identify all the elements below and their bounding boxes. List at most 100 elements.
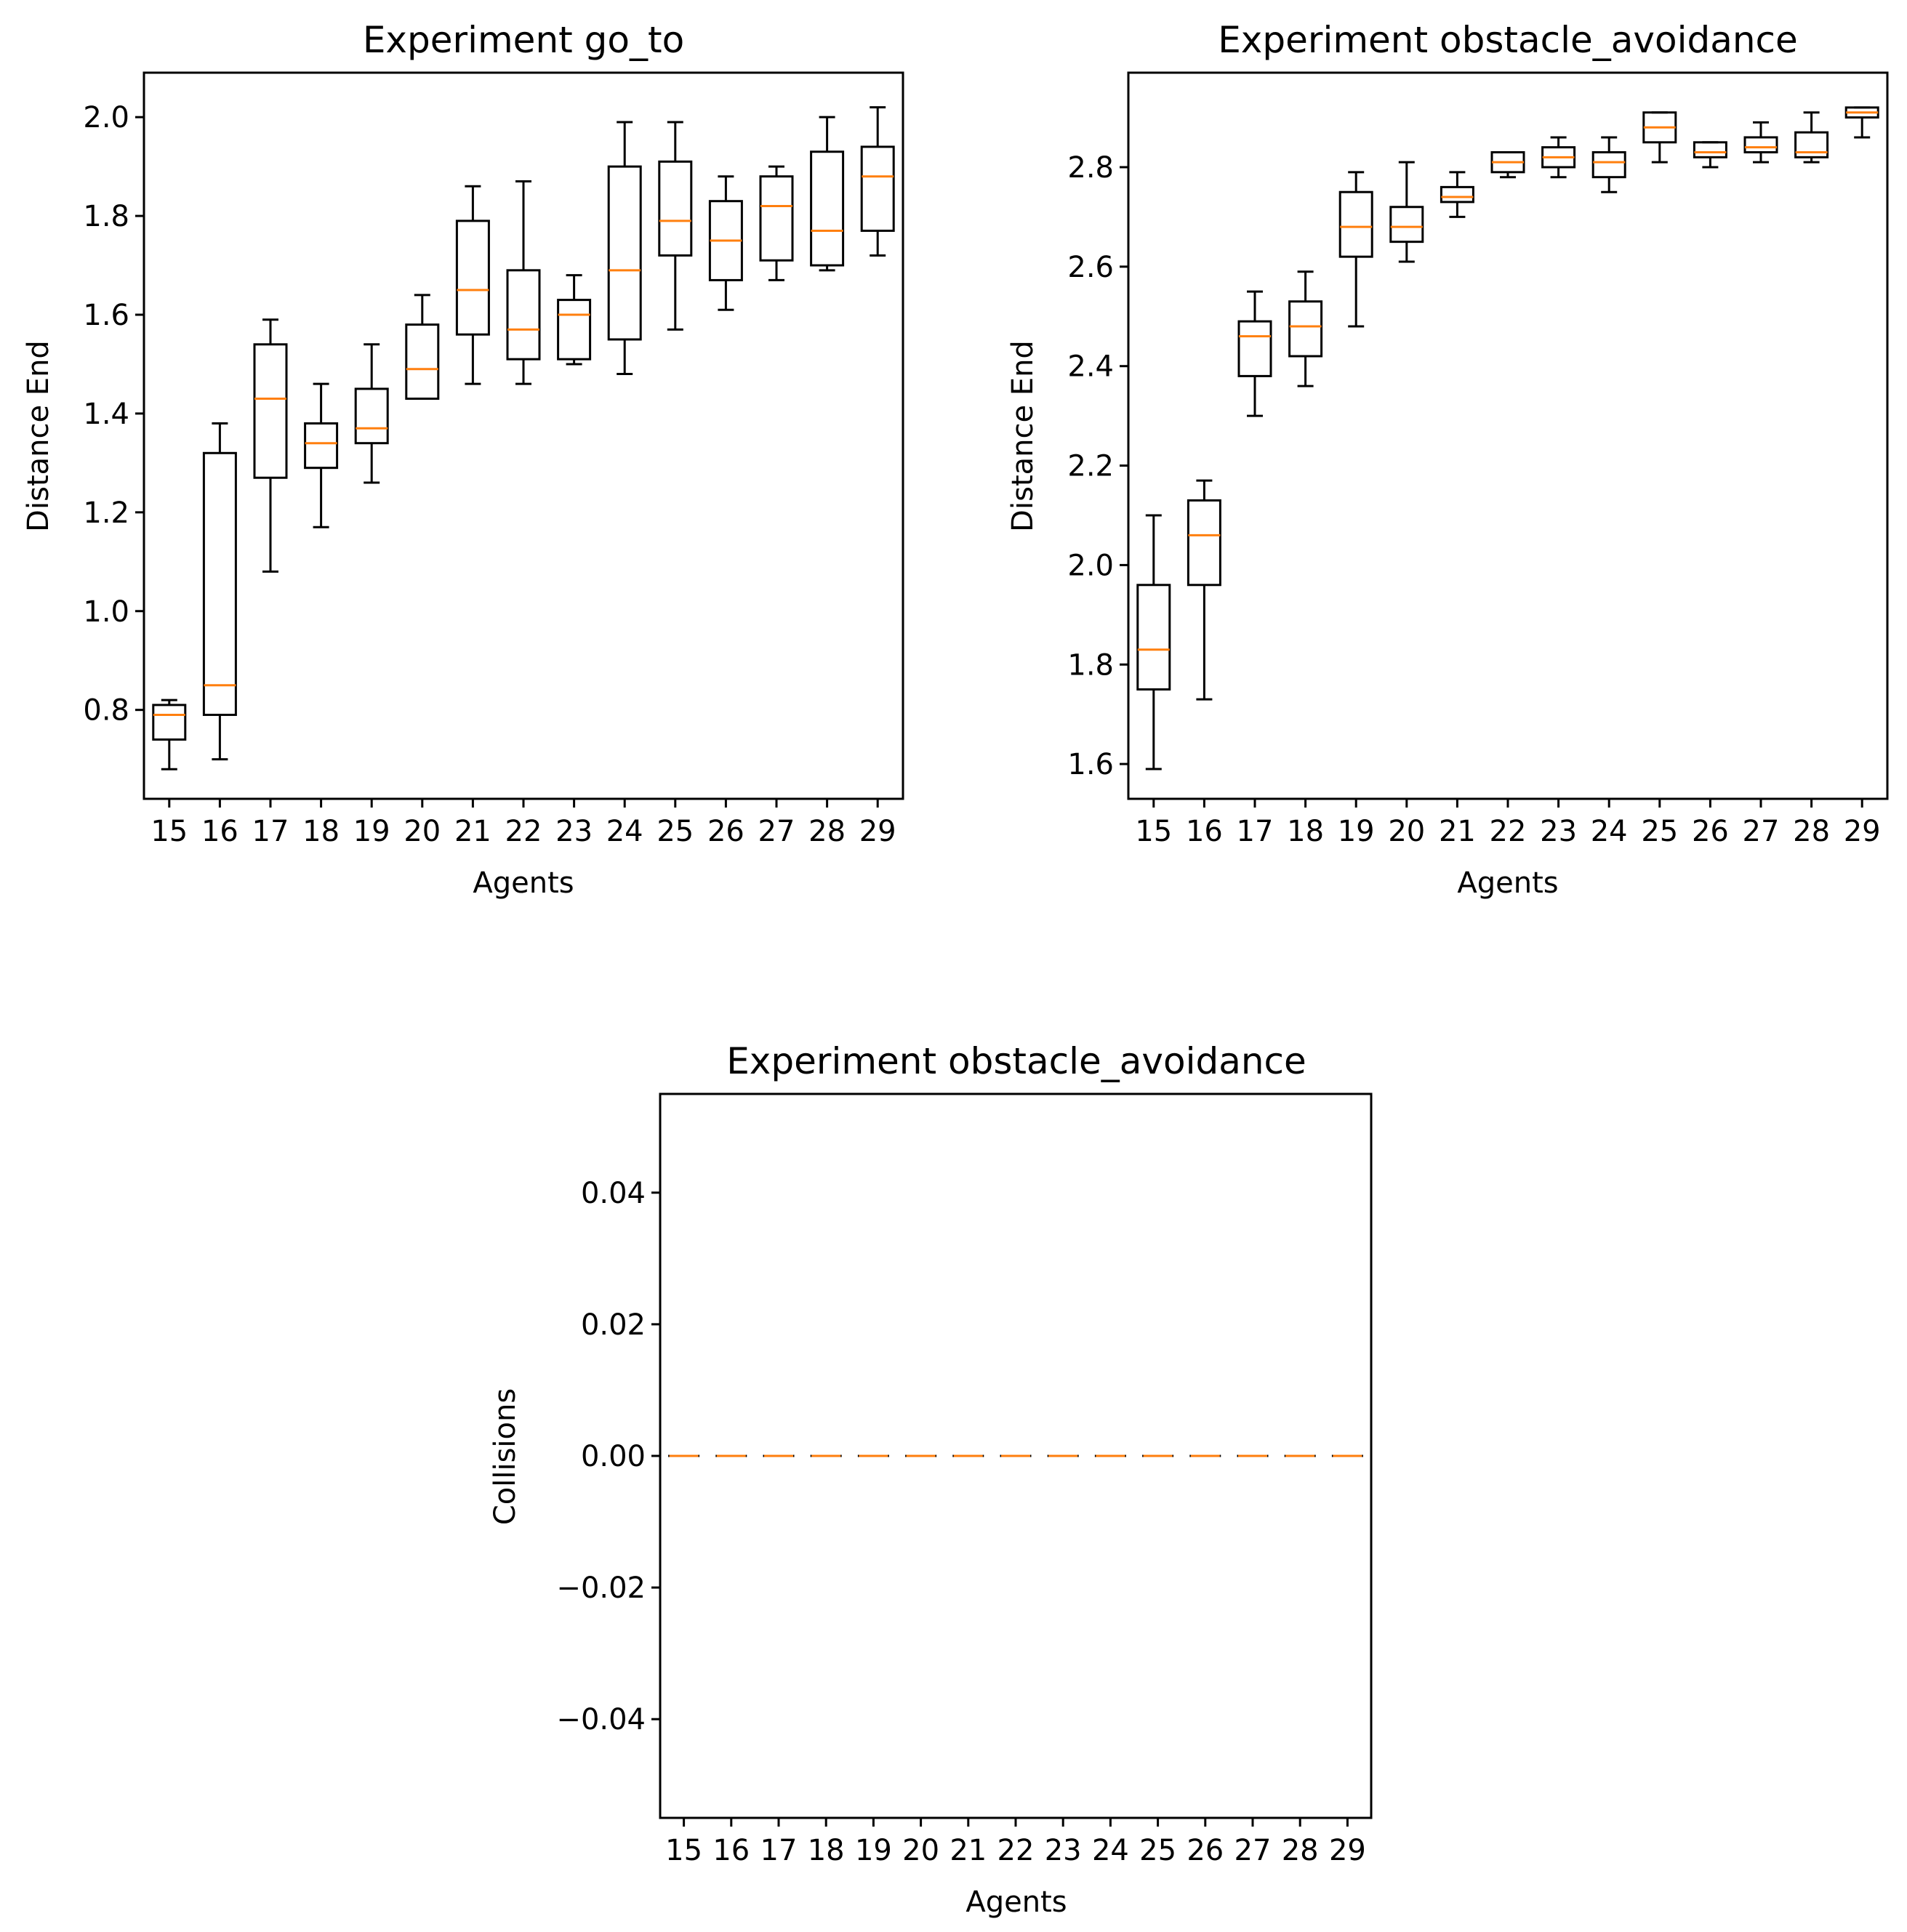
x-tick-label: 23 — [555, 815, 593, 848]
y-tick-label: 1.6 — [1067, 748, 1114, 781]
x-tick-label: 23 — [1045, 1834, 1082, 1867]
y-tick-label: 1.8 — [1067, 648, 1114, 682]
plot-area: 1.6 1.8 2.0 2.2 2.4 2.6 2.8 15 16 17 18 19 20 21 22 23 2… — [1067, 106, 1881, 848]
x-tick-label: 25 — [657, 815, 694, 848]
box-iqr — [607, 165, 642, 341]
box-agent-17 — [1237, 290, 1272, 417]
x-tick-label: 25 — [1641, 815, 1678, 848]
box-iqr — [1338, 190, 1373, 258]
box-iqr — [354, 387, 389, 445]
x-tick-label: 19 — [855, 1834, 892, 1867]
x-tick-label: 19 — [353, 815, 390, 848]
box-iqr — [1591, 150, 1626, 179]
box-agent-24 — [607, 121, 642, 376]
box-agent-22 — [506, 180, 541, 385]
box-iqr — [1693, 141, 1727, 158]
y-tick-label: 0.00 — [581, 1440, 646, 1473]
box-agent-28 — [810, 116, 845, 272]
box-iqr — [405, 323, 440, 401]
x-tick-label: 26 — [707, 815, 744, 848]
box-iqr — [658, 160, 693, 257]
chart-go-to: Experiment go_to Agents Distance End 0.8… — [22, 19, 904, 900]
box-iqr — [1389, 206, 1424, 243]
x-tick-label: 16 — [712, 1834, 750, 1867]
box-iqr — [1440, 185, 1474, 204]
y-tick-label: 1.8 — [83, 200, 129, 233]
box-iqr — [557, 299, 592, 361]
x-axis-label: Agents — [1457, 866, 1558, 900]
box-agent-20 — [405, 294, 440, 401]
x-tick-label: 23 — [1540, 815, 1577, 848]
box-agent-27 — [1743, 121, 1778, 164]
x-tick-label: 22 — [505, 815, 542, 848]
box-agent-21 — [1440, 171, 1474, 218]
x-tick-label: 17 — [760, 1834, 798, 1867]
y-axis-label: Collisions — [489, 1388, 522, 1525]
y-tick-label: 1.0 — [83, 595, 129, 629]
box-agent-26 — [1693, 141, 1727, 169]
box-iqr — [455, 220, 490, 336]
x-tick-label: 24 — [1591, 815, 1628, 848]
x-tick-label: 24 — [606, 815, 643, 848]
box-agent-16 — [202, 422, 237, 761]
box-agent-20 — [1389, 161, 1424, 263]
box-agent-23 — [1541, 136, 1576, 179]
x-tick-label: 21 — [1439, 815, 1476, 848]
box-iqr — [152, 704, 187, 741]
box-iqr — [1794, 131, 1829, 158]
box-agent-16 — [1187, 479, 1221, 701]
box-iqr — [1288, 300, 1323, 358]
x-tick-label: 22 — [997, 1834, 1035, 1867]
box-agent-19 — [354, 343, 389, 484]
y-tick-label: 1.6 — [83, 299, 129, 332]
x-tick-label: 19 — [1338, 815, 1375, 848]
y-tick-label: 2.0 — [83, 101, 129, 134]
box-agent-29 — [1844, 106, 1879, 139]
x-tick-label: 24 — [1092, 1834, 1129, 1867]
box-agent-18 — [1288, 270, 1323, 387]
x-tick-label: 27 — [1743, 815, 1780, 848]
y-tick-label: 1.2 — [83, 496, 129, 530]
box-iqr — [1237, 320, 1272, 377]
x-tick-label: 16 — [1186, 815, 1223, 848]
box-agent-27 — [759, 165, 794, 281]
x-tick-label: 29 — [1329, 1834, 1366, 1867]
y-tick-label: 2.8 — [1067, 151, 1114, 185]
x-tick-label: 26 — [1187, 1834, 1224, 1867]
x-tick-label: 26 — [1692, 815, 1729, 848]
y-tick-label: 0.02 — [581, 1308, 646, 1342]
x-tick-label: 15 — [1135, 815, 1172, 848]
x-tick-label: 17 — [1237, 815, 1274, 848]
chart-obstacle-avoidance-distance: Experiment obstacle_avoidance Agents Dis… — [1006, 19, 1889, 900]
box-agent-26 — [708, 175, 743, 311]
x-tick-label: 21 — [454, 815, 491, 848]
box-agent-24 — [1591, 136, 1626, 193]
box-iqr — [810, 150, 845, 267]
x-tick-label: 20 — [404, 815, 441, 848]
box-agent-19 — [1338, 171, 1373, 328]
y-axis-label: Distance End — [1006, 340, 1040, 532]
box-agent-22 — [1490, 150, 1525, 179]
box-agent-18 — [304, 382, 339, 528]
y-tick-label: 2.4 — [1067, 350, 1114, 384]
x-tick-label: 20 — [1388, 815, 1425, 848]
x-tick-label: 20 — [902, 1834, 939, 1867]
box-iqr — [1743, 136, 1778, 153]
x-tick-label: 27 — [758, 815, 795, 848]
y-tick-label: 0.8 — [83, 694, 129, 728]
x-axis-label: Agents — [965, 1885, 1067, 1919]
x-tick-label: 15 — [150, 815, 188, 848]
box-iqr — [304, 422, 339, 470]
box-agent-15 — [1136, 514, 1171, 770]
x-tick-label: 29 — [1844, 815, 1881, 848]
box-agent-28 — [1794, 111, 1829, 164]
x-tick-label: 28 — [1282, 1834, 1319, 1867]
y-axis-label: Distance End — [22, 340, 55, 532]
box-iqr — [1187, 499, 1221, 587]
x-tick-label: 29 — [859, 815, 896, 848]
box-iqr — [506, 269, 541, 361]
y-tick-label: 1.4 — [83, 398, 129, 431]
y-tick-label: −0.02 — [556, 1571, 646, 1605]
chart-obstacle-avoidance-collisions: Experiment obstacle_avoidance Agents Col… — [489, 1040, 1373, 1919]
